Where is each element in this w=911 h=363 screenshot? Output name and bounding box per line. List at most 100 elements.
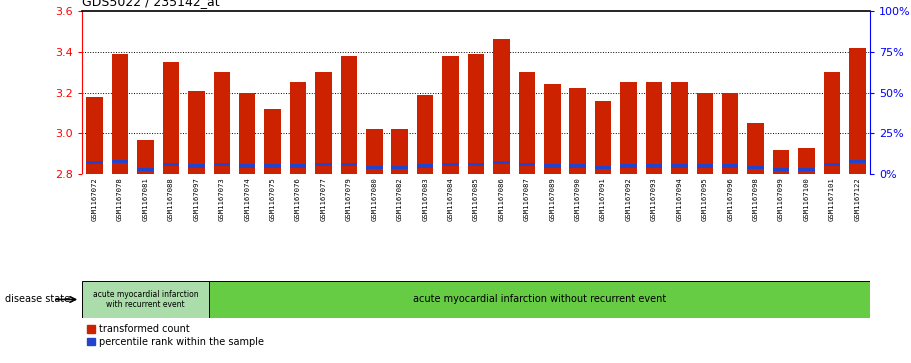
Bar [697,93,713,174]
Bar [722,164,739,168]
Bar [264,164,281,168]
Text: GSM1167082: GSM1167082 [396,178,403,221]
Bar [87,161,103,164]
Bar [341,56,357,174]
Bar [213,72,230,174]
Bar [239,164,255,168]
Bar [188,164,205,168]
Bar [467,163,485,166]
Bar [82,281,210,318]
Bar [849,48,865,174]
Bar [544,164,560,168]
Bar [595,166,611,170]
Bar [163,62,179,174]
Text: GDS5022 / 235142_at: GDS5022 / 235142_at [82,0,220,8]
Bar [417,95,434,174]
Bar [87,97,103,174]
Bar [569,164,586,168]
Bar [239,93,255,174]
Text: acute myocardial infarction without recurrent event: acute myocardial infarction without recu… [413,294,666,305]
Bar [824,163,840,166]
Text: GSM1167087: GSM1167087 [524,178,530,221]
Bar [341,163,357,166]
Bar [366,129,383,174]
Text: GSM1167089: GSM1167089 [549,178,556,221]
Text: GSM1167095: GSM1167095 [701,178,708,221]
Bar [646,164,662,168]
Bar [392,166,408,170]
Text: GSM1167072: GSM1167072 [92,178,97,221]
Bar [188,90,205,174]
Bar [493,161,509,164]
Bar [773,168,789,171]
Text: acute myocardial infarction
with recurrent event: acute myocardial infarction with recurre… [93,290,199,309]
Bar [443,56,459,174]
Bar [620,82,637,174]
Text: GSM1167077: GSM1167077 [321,178,326,221]
Text: GSM1167080: GSM1167080 [372,178,377,221]
Bar [213,163,230,166]
Text: disease state: disease state [5,294,69,305]
Text: GSM1167098: GSM1167098 [752,178,759,221]
Bar [493,40,509,174]
Bar [467,54,485,174]
Text: GSM1167074: GSM1167074 [244,178,251,221]
Text: GSM1167093: GSM1167093 [651,178,657,221]
Bar [747,166,764,170]
Text: GSM1167094: GSM1167094 [676,178,682,221]
Bar [138,139,154,174]
Bar [798,148,814,174]
Bar [544,85,560,174]
Text: GSM1167096: GSM1167096 [727,178,733,221]
Bar [417,164,434,168]
Text: GSM1167099: GSM1167099 [778,178,784,221]
Text: GSM1167100: GSM1167100 [804,178,810,221]
Bar [620,164,637,168]
Text: GSM1167076: GSM1167076 [295,178,301,221]
Text: GSM1167122: GSM1167122 [855,178,860,221]
Bar [290,82,306,174]
Bar [210,281,870,318]
Bar [722,93,739,174]
Bar [773,150,789,174]
Bar [697,164,713,168]
Bar [595,101,611,174]
Bar [112,54,128,174]
Bar [315,72,332,174]
Text: GSM1167086: GSM1167086 [498,178,505,221]
Bar [315,163,332,166]
Bar [671,82,688,174]
Bar [569,89,586,174]
Bar [392,129,408,174]
Text: GSM1167090: GSM1167090 [575,178,580,221]
Text: GSM1167101: GSM1167101 [829,178,834,221]
Bar [264,109,281,174]
Bar [163,163,179,166]
Bar [290,164,306,168]
Text: GSM1167081: GSM1167081 [142,178,148,221]
Bar [747,123,764,174]
Text: GSM1167084: GSM1167084 [447,178,454,221]
Bar [518,72,535,174]
Bar [798,168,814,171]
Bar [443,163,459,166]
Bar [112,160,128,163]
Text: GSM1167092: GSM1167092 [626,178,631,221]
Text: GSM1167088: GSM1167088 [168,178,174,221]
Text: GSM1167079: GSM1167079 [346,178,352,221]
Bar [366,166,383,170]
Text: GSM1167091: GSM1167091 [600,178,606,221]
Text: GSM1167073: GSM1167073 [219,178,225,221]
Text: GSM1167075: GSM1167075 [270,178,276,221]
Bar [849,160,865,163]
Text: GSM1167085: GSM1167085 [473,178,479,221]
Bar [518,163,535,166]
Bar [824,72,840,174]
Bar [138,168,154,171]
Bar [646,82,662,174]
Legend: transformed count, percentile rank within the sample: transformed count, percentile rank withi… [87,324,263,347]
Text: GSM1167083: GSM1167083 [422,178,428,221]
Text: GSM1167078: GSM1167078 [118,178,123,221]
Bar [671,164,688,168]
Text: GSM1167097: GSM1167097 [193,178,200,221]
